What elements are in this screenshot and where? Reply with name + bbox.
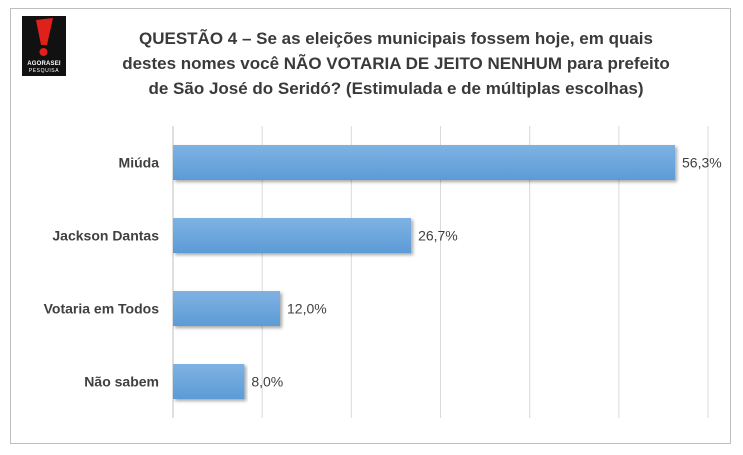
value-label: 8,0% [251, 374, 283, 390]
category-label: Miúda [119, 155, 160, 171]
bar [173, 218, 412, 253]
category-label: Não sabem [84, 374, 159, 390]
title-line-3: de São José do Seridó? (Estimulada e de … [148, 79, 644, 98]
value-label: 56,3% [682, 155, 722, 171]
category-label: Votaria em Todos [44, 301, 160, 317]
exclamation-logo-icon [36, 18, 53, 56]
category-label: Jackson Dantas [52, 228, 159, 244]
logo-text: AGORASEI [27, 61, 61, 67]
title-line-1: QUESTÃO 4 – Se as eleições municipais fo… [139, 29, 653, 48]
value-label: 12,0% [287, 301, 327, 317]
bar [173, 364, 245, 399]
title-line-2: destes nomes você NÃO VOTARIA DE JEITO N… [122, 54, 670, 73]
brand-logo: AGORASEI PESQUISA [22, 16, 66, 76]
bar [173, 291, 280, 326]
chart-title: QUESTÃO 4 – Se as eleições municipais fo… [96, 26, 696, 101]
value-label: 26,7% [418, 228, 458, 244]
logo-subtext: PESQUISA [28, 68, 60, 74]
bar [173, 145, 676, 180]
